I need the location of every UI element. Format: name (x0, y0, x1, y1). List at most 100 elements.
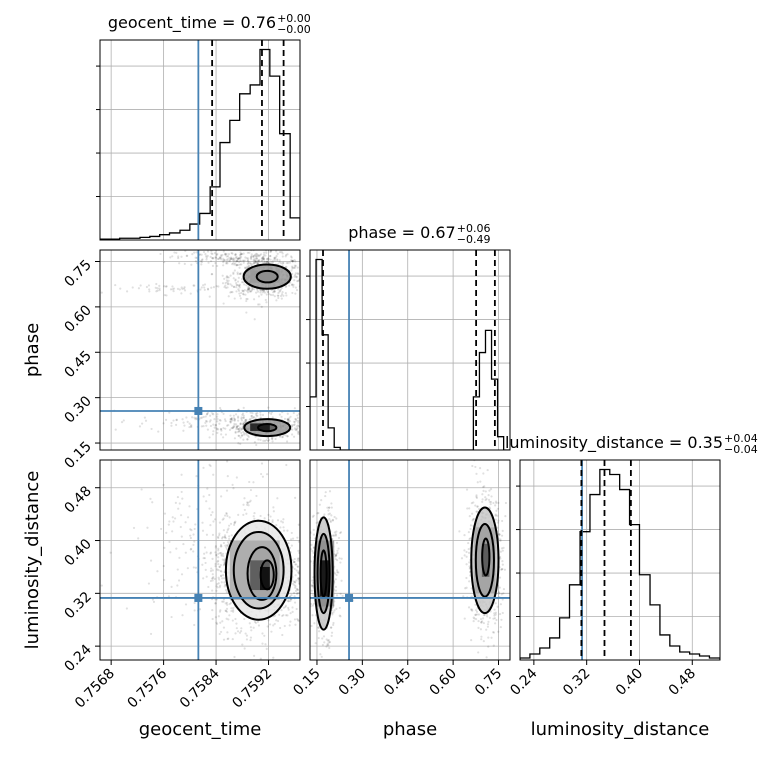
sample-point (241, 427, 244, 430)
sample-point (306, 420, 308, 422)
sample-point (224, 252, 227, 255)
sample-point (238, 259, 242, 263)
sample-point (294, 418, 298, 421)
sample-point (242, 252, 245, 255)
sample-point (219, 563, 222, 567)
sample-point (269, 293, 273, 297)
sample-point (189, 536, 192, 540)
sample-point (258, 260, 261, 263)
sample-point (335, 573, 338, 577)
sample-point (297, 577, 300, 580)
sample-point (209, 414, 212, 417)
sample-point (180, 573, 184, 576)
sample-point (186, 420, 189, 423)
sample-point (478, 467, 482, 470)
sample-point (258, 258, 261, 262)
sample-point (217, 257, 220, 261)
sample-point (262, 258, 266, 261)
sample-point (216, 535, 220, 539)
sample-point (269, 254, 272, 258)
sample-point (234, 279, 237, 282)
sample-point (222, 529, 225, 532)
sample-point (245, 257, 248, 260)
sample-point (255, 494, 258, 498)
sample-point (255, 252, 258, 255)
sample-point (208, 493, 211, 497)
sample-point (210, 273, 213, 276)
sample-point (325, 638, 328, 641)
sample-point (235, 476, 238, 479)
sample-point (225, 262, 228, 265)
sample-point (233, 418, 237, 421)
sample-point (301, 564, 303, 566)
sample-point (289, 612, 292, 615)
sample-point (286, 435, 289, 438)
sample-point (333, 531, 336, 534)
sample-point (237, 424, 240, 428)
sample-point (296, 588, 299, 592)
sample-point (223, 561, 226, 564)
sample-point (248, 285, 251, 288)
sample-point (296, 588, 299, 591)
sample-point (223, 559, 226, 562)
sample-point (233, 269, 236, 272)
sample-point (339, 592, 342, 595)
sample-point (181, 287, 184, 290)
sample-point (236, 273, 239, 276)
sample-point (335, 554, 338, 557)
sample-point (222, 412, 225, 415)
sample-point (132, 526, 136, 530)
sample-point (305, 427, 307, 429)
sample-point (242, 416, 245, 419)
sample-point (260, 305, 263, 308)
sample-point (239, 251, 242, 254)
sample-point (213, 417, 216, 421)
sample-point (194, 523, 197, 526)
sample-point (255, 291, 258, 294)
sample-point (487, 645, 490, 648)
sample-point (235, 264, 239, 267)
sample-point (189, 425, 193, 428)
sample-point (271, 416, 274, 419)
sample-point (308, 422, 310, 424)
sample-point (155, 282, 158, 286)
sample-point (209, 569, 213, 573)
sample-point (329, 520, 332, 524)
sample-point (202, 556, 205, 560)
sample-point (266, 260, 269, 263)
sample-point (481, 498, 484, 501)
sample-point (225, 511, 228, 515)
sample-point (256, 261, 259, 265)
sample-point (237, 442, 240, 445)
sample-point (246, 297, 249, 301)
sample-point (230, 290, 233, 294)
sample-point (485, 497, 488, 501)
sample-point (171, 516, 174, 519)
sample-point (249, 488, 253, 492)
sample-point (225, 591, 228, 594)
sample-point (235, 260, 238, 263)
sample-point (221, 536, 224, 539)
sample-point (204, 568, 207, 571)
sample-point (255, 443, 258, 447)
sample-point (204, 421, 207, 424)
sample-point (177, 507, 180, 510)
sample-point (472, 517, 475, 521)
sample-point (280, 415, 283, 418)
sample-point (235, 627, 238, 630)
sample-point (238, 631, 242, 634)
sample-point (202, 466, 205, 469)
sample-point (247, 257, 250, 260)
sample-point (305, 590, 307, 592)
sample-point (235, 427, 238, 431)
sample-point (498, 533, 501, 536)
sample-point (305, 303, 307, 305)
sample-point (206, 412, 209, 416)
sample-point (269, 250, 272, 253)
sample-point (171, 255, 174, 258)
sample-point (245, 266, 248, 270)
sample-point (250, 288, 254, 291)
sample-point (310, 543, 313, 546)
sample-point (468, 580, 471, 583)
sample-point (178, 262, 181, 265)
